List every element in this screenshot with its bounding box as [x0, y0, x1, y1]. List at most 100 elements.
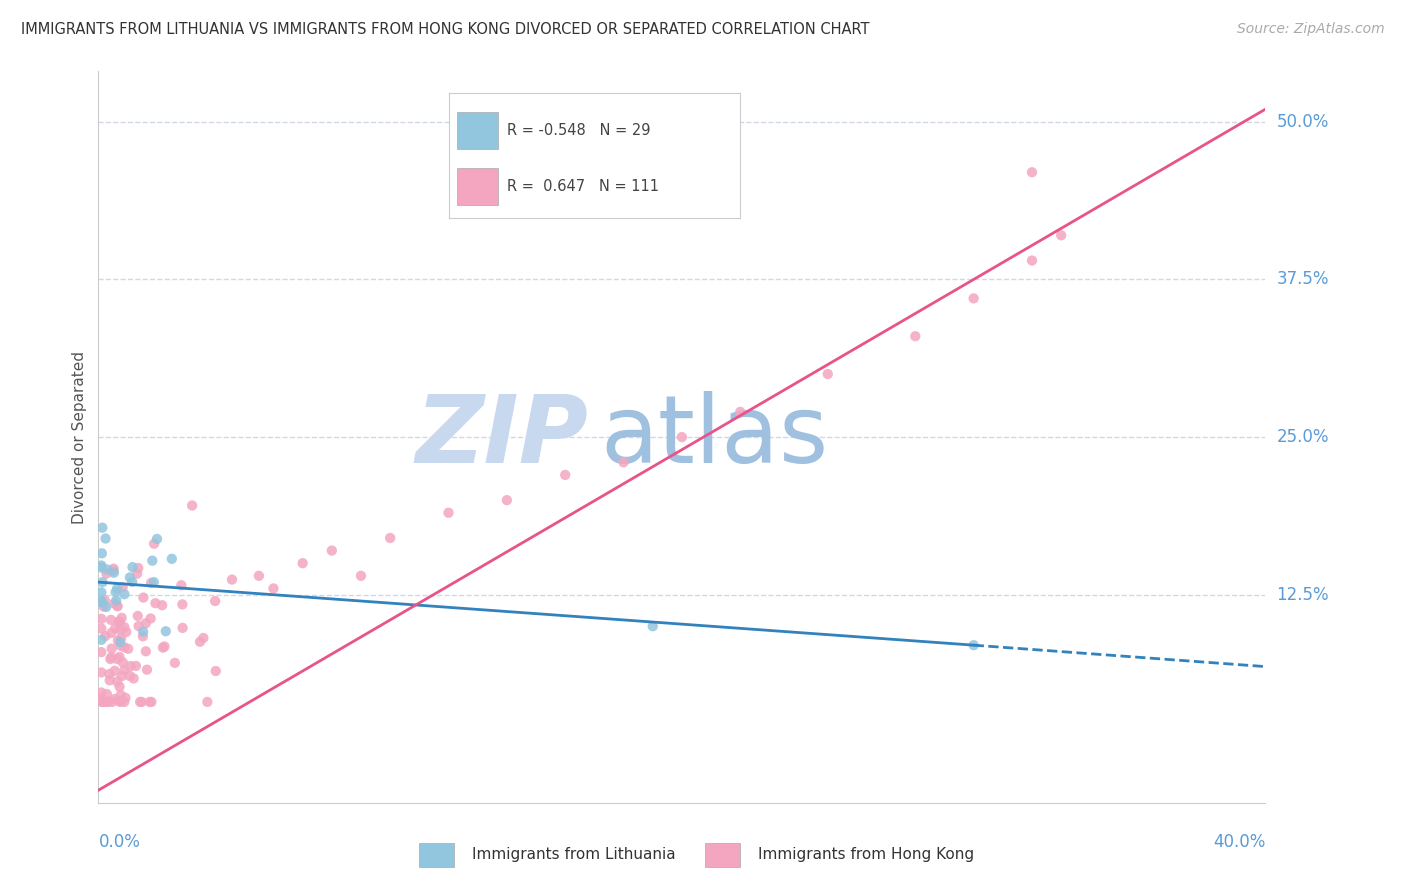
Point [143, 537, 166, 551]
Point [135, 616, 157, 631]
Point [195, 695, 218, 709]
Point [904, 329, 927, 343]
Point [496, 493, 519, 508]
Point [118, 669, 141, 683]
Point [98, 673, 121, 688]
Text: atlas: atlas [600, 391, 828, 483]
Point [107, 615, 129, 629]
Point [170, 578, 193, 592]
Point [100, 641, 122, 656]
Point [96, 599, 118, 614]
Point [98, 667, 121, 681]
Point [112, 695, 135, 709]
Point [641, 619, 664, 633]
Point [110, 688, 132, 702]
Point [188, 634, 211, 648]
Point [90, 585, 112, 599]
Point [105, 652, 128, 666]
Point [380, 531, 402, 545]
Point [1021, 165, 1043, 179]
Point [90, 560, 112, 574]
Point [112, 663, 135, 677]
Point [247, 569, 270, 583]
Point [153, 640, 176, 654]
Point [221, 573, 243, 587]
Point [108, 615, 131, 629]
Text: ZIP: ZIP [416, 391, 589, 483]
Point [115, 624, 138, 639]
Point [90, 691, 112, 706]
Point [91, 695, 114, 709]
Point [150, 599, 173, 613]
Point [111, 611, 134, 625]
Point [100, 626, 122, 640]
Point [112, 587, 135, 601]
Text: Source: ZipAtlas.com: Source: ZipAtlas.com [1237, 22, 1385, 37]
Point [125, 659, 148, 673]
Point [104, 692, 127, 706]
Point [100, 650, 122, 665]
Point [1050, 228, 1073, 243]
Point [132, 624, 155, 639]
Point [104, 664, 127, 678]
Point [437, 506, 460, 520]
Point [90, 685, 112, 699]
Point [112, 620, 135, 634]
Point [141, 695, 163, 709]
Point [97, 695, 120, 709]
Point [204, 664, 226, 678]
Point [155, 624, 177, 639]
Point [90, 595, 112, 609]
Point [262, 582, 284, 596]
Point [111, 580, 134, 594]
Point [132, 591, 155, 605]
Point [90, 546, 112, 560]
Point [98, 652, 121, 666]
Text: 40.0%: 40.0% [1213, 833, 1265, 851]
Point [730, 405, 752, 419]
Point [110, 631, 132, 645]
Point [141, 575, 163, 590]
Point [121, 574, 143, 589]
Point [90, 558, 112, 573]
Text: IMMIGRANTS FROM LITHUANIA VS IMMIGRANTS FROM HONG KONG DIVORCED OR SEPARATED COR: IMMIGRANTS FROM LITHUANIA VS IMMIGRANTS … [21, 22, 869, 37]
Point [105, 593, 128, 607]
Point [145, 596, 167, 610]
Text: 12.5%: 12.5% [1277, 586, 1329, 604]
Point [90, 665, 112, 680]
Point [204, 594, 226, 608]
Point [962, 291, 984, 305]
Point [291, 556, 314, 570]
Point [117, 641, 139, 656]
Point [817, 367, 839, 381]
Point [93, 599, 115, 614]
Point [127, 561, 149, 575]
Y-axis label: Divorced or Separated: Divorced or Separated [72, 351, 87, 524]
Text: 25.0%: 25.0% [1277, 428, 1329, 446]
Point [100, 613, 122, 627]
Point [135, 644, 157, 658]
Point [160, 551, 183, 566]
Point [96, 566, 118, 581]
Point [132, 629, 155, 643]
Point [120, 659, 142, 673]
Point [163, 656, 186, 670]
Point [90, 594, 112, 608]
Point [90, 632, 112, 647]
Point [152, 640, 174, 655]
Point [103, 596, 125, 610]
Point [105, 674, 128, 689]
Point [103, 562, 125, 576]
Point [96, 562, 118, 576]
Point [321, 543, 343, 558]
Point [90, 695, 112, 709]
Point [103, 566, 125, 580]
Point [127, 609, 149, 624]
Point [90, 612, 112, 626]
Point [94, 532, 117, 546]
Point [114, 640, 136, 655]
Point [97, 695, 120, 709]
Point [554, 467, 576, 482]
Point [105, 599, 128, 613]
Point [107, 599, 129, 614]
